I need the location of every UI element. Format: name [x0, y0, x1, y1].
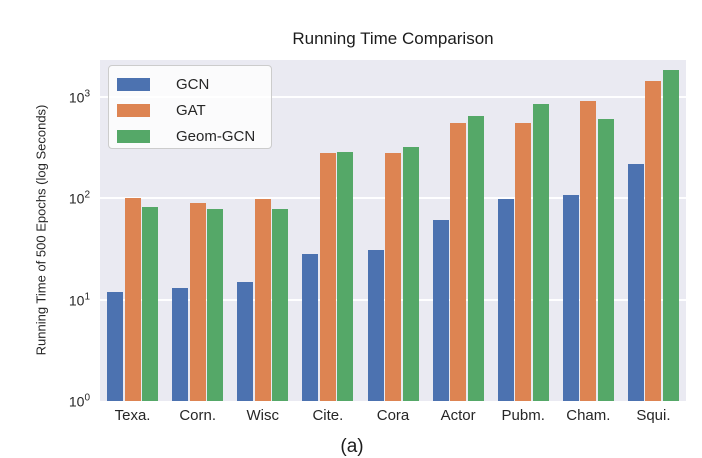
x-tick-label-cham: Cham.	[566, 407, 611, 424]
legend-item-gat: GAT	[117, 97, 206, 123]
bar-geom-gcn-wisc	[272, 209, 289, 401]
legend-swatch-gat	[117, 103, 150, 117]
bar-geom-gcn-cite	[337, 151, 354, 401]
gridline-10e3	[100, 95, 686, 98]
bar-gat-cite	[319, 152, 336, 401]
bar-gcn-actor	[432, 219, 449, 401]
legend-swatch-geom-gcn	[117, 129, 150, 143]
x-tick-label-actor: Actor	[440, 407, 476, 424]
bar-geom-gcn-texa	[142, 207, 159, 401]
x-tick-label-wisc: Wisc	[246, 407, 280, 424]
y-tick-label-10e0: 100	[68, 392, 90, 410]
legend-label-geom-gcn: Geom-GCN	[176, 127, 256, 145]
bar-gcn-cora	[367, 249, 384, 401]
chart-title: Running Time Comparison	[292, 29, 494, 48]
bar-geom-gcn-cora	[402, 147, 419, 401]
bar-gat-pubm	[515, 122, 532, 401]
y-axis-label: Running Time of 500 Epochs (log Seconds)	[33, 104, 49, 356]
bar-geom-gcn-squi	[662, 69, 679, 401]
bar-gat-cora	[385, 152, 401, 401]
bar-gat-cham	[580, 101, 597, 401]
legend-label-gat: GAT	[176, 101, 206, 119]
legend-label-gcn: GCN	[176, 75, 210, 93]
bar-geom-gcn-pubm	[532, 104, 549, 401]
x-tick-label-cite: Cite.	[312, 407, 344, 424]
bar-geom-gcn-cham	[597, 118, 614, 401]
x-tick-label-squi: Squi.	[636, 407, 671, 424]
x-tick-label-corn: Corn.	[179, 407, 216, 424]
x-tick-label-cora: Cora	[376, 407, 410, 424]
bar-gcn-wisc	[237, 281, 254, 401]
x-tick-label-pubm: Pubm.	[501, 407, 545, 424]
bar-gat-actor	[450, 123, 467, 401]
bar-gcn-cham	[562, 194, 579, 401]
bar-gcn-pubm	[497, 198, 514, 401]
legend-item-geom-gcn: Geom-GCN	[117, 123, 255, 149]
y-tick-label-10e2: 102	[68, 189, 90, 207]
legend: GCN GAT Geom-GCN	[108, 65, 272, 149]
y-tick-label-10e1: 101	[68, 291, 90, 308]
bar-geom-gcn-corn	[207, 208, 224, 401]
legend-swatch-gcn	[117, 77, 150, 91]
y-tick-label-10e3: 103	[68, 88, 90, 106]
bar-gat-squi	[645, 80, 662, 401]
legend-item-gcn: GCN	[117, 71, 209, 97]
bar-gcn-corn	[172, 288, 189, 401]
bar-gat-texa	[124, 198, 141, 401]
figure-caption: (a)	[340, 436, 364, 457]
x-tick-label-texa: Texa.	[114, 407, 151, 424]
bar-gat-wisc	[254, 199, 271, 401]
bar-gcn-texa	[107, 291, 124, 401]
bar-gcn-cite	[302, 254, 319, 401]
plot-area	[100, 60, 686, 401]
bar-gcn-squi	[627, 164, 644, 401]
bar-geom-gcn-actor	[467, 116, 484, 401]
bar-gat-corn	[189, 203, 206, 401]
